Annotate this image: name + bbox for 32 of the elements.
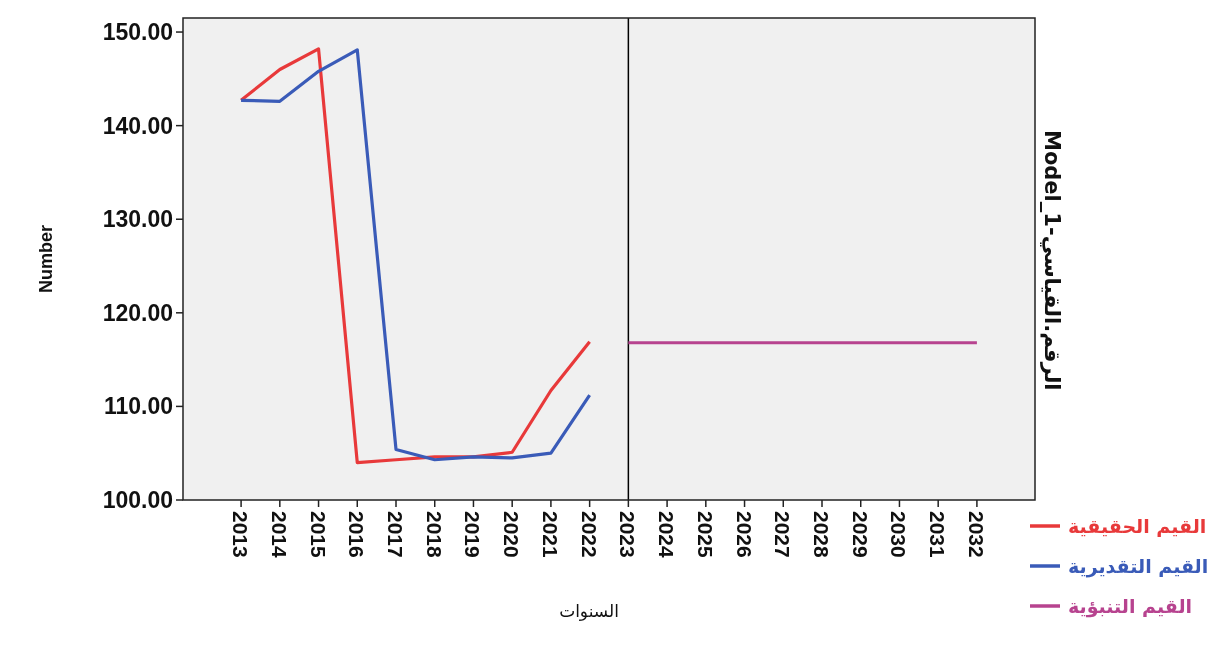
x-tick-label: 2023 <box>616 511 640 558</box>
y-tick-label: 100.00 <box>102 487 173 513</box>
y2-axis-title: Model_1-الرقم.القياسي <box>1040 130 1064 391</box>
legend-label: القيم التنبؤية <box>1068 595 1193 618</box>
y-tick-label: 110.00 <box>103 393 173 420</box>
x-tick-label: 2013 <box>229 511 253 558</box>
x-tick-label: 2024 <box>655 511 679 559</box>
y-tick-label: 120.00 <box>102 299 173 326</box>
x-tick-label: 2026 <box>732 511 756 558</box>
y-tick-label: 150.00 <box>102 19 173 46</box>
y-tick-label: 140.00 <box>102 112 173 139</box>
x-tick-label: 2027 <box>771 511 795 558</box>
x-tick-label: 2031 <box>926 511 950 559</box>
x-tick-label: 2014 <box>267 511 291 559</box>
x-tick-label: 2020 <box>500 511 524 558</box>
legend-label: القيم التقديرية <box>1068 555 1209 578</box>
x-tick-label: 2030 <box>887 511 911 558</box>
legend-label: القيم الحقيقية <box>1068 515 1207 537</box>
x-tick-label: 2016 <box>345 511 369 558</box>
x-tick-label: 2022 <box>577 511 601 558</box>
x-tick-label: 2029 <box>848 511 872 558</box>
x-tick-label: 2019 <box>461 511 485 558</box>
x-tick-label: 2028 <box>810 511 833 559</box>
x-tick-label: 2017 <box>384 511 407 558</box>
x-tick-label: 2021 <box>538 511 562 559</box>
x-tick-label: 2025 <box>693 511 717 559</box>
x-tick-label: 2015 <box>306 511 330 559</box>
x-axis-title: السنوات <box>559 601 619 621</box>
y-axis-title: Number <box>36 224 56 294</box>
y-tick-label: 130.00 <box>102 206 173 233</box>
x-tick-label: 2032 <box>964 511 988 558</box>
x-tick-label: 2018 <box>422 511 446 559</box>
